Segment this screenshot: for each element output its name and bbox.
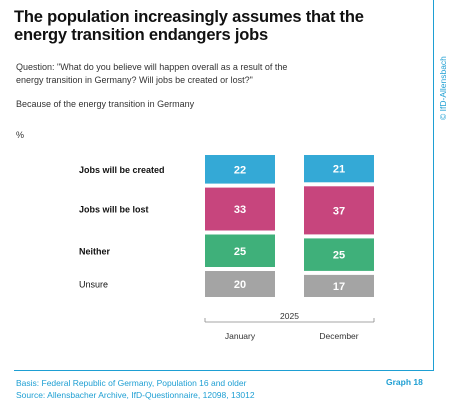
series-label-jobs-will-be-created: Jobs will be created — [79, 165, 165, 175]
series-label-neither: Neither — [79, 246, 111, 256]
data-label-jobs-will-be-lost-december: 37 — [333, 205, 345, 217]
series-label-unsure: Unsure — [79, 280, 108, 290]
bar-segment-neither-january — [205, 234, 275, 267]
data-label-neither-january: 25 — [234, 246, 246, 258]
bar-segment-jobs-will-be-lost-january — [205, 187, 275, 231]
basis-text: Basis: Federal Republic of Germany, Popu… — [16, 378, 247, 388]
data-label-neither-december: 25 — [333, 250, 345, 262]
category-label-january: January — [225, 331, 256, 341]
frame-horizontal-line — [14, 370, 434, 371]
category-label-december: December — [319, 331, 358, 341]
frame-vertical-line — [433, 0, 434, 370]
stacked-bar-chart: 22 33 25 20 January 21 37 25 17 December Jobs will… — [79, 155, 375, 341]
survey-question: Question: "What do you believe will happ… — [16, 62, 288, 85]
bar-segment-jobs-will-be-lost-december — [304, 186, 374, 235]
bar-segment-jobs-will-be-created-december — [304, 155, 374, 183]
bar-segment-unsure-december — [304, 274, 374, 297]
question-subtext: Because of the energy transition in Germ… — [16, 99, 195, 109]
data-label-unsure-january: 20 — [234, 279, 246, 291]
chart-title: The population increasingly assumes that… — [14, 8, 364, 44]
footer-basis: Basis: Federal Republic of Germany, Popu… — [16, 377, 255, 401]
unit-label: % — [16, 130, 25, 140]
graph-number: Graph 18 — [386, 377, 423, 387]
data-label-jobs-will-be-created-december: 21 — [333, 164, 345, 176]
bar-segment-unsure-january — [205, 271, 275, 297]
data-label-jobs-will-be-lost-january: 33 — [234, 204, 246, 216]
data-label-jobs-will-be-created-january: 22 — [234, 164, 246, 176]
year-label: 2025 — [280, 311, 299, 321]
bar-segment-neither-december — [304, 238, 374, 271]
bar-segment-jobs-will-be-created-january — [205, 155, 275, 184]
series-label-jobs-will-be-lost: Jobs will be lost — [79, 205, 149, 215]
data-label-unsure-december: 17 — [333, 281, 345, 293]
source-text: Source: Allensbacher Archive, IfD-Questi… — [16, 390, 255, 400]
